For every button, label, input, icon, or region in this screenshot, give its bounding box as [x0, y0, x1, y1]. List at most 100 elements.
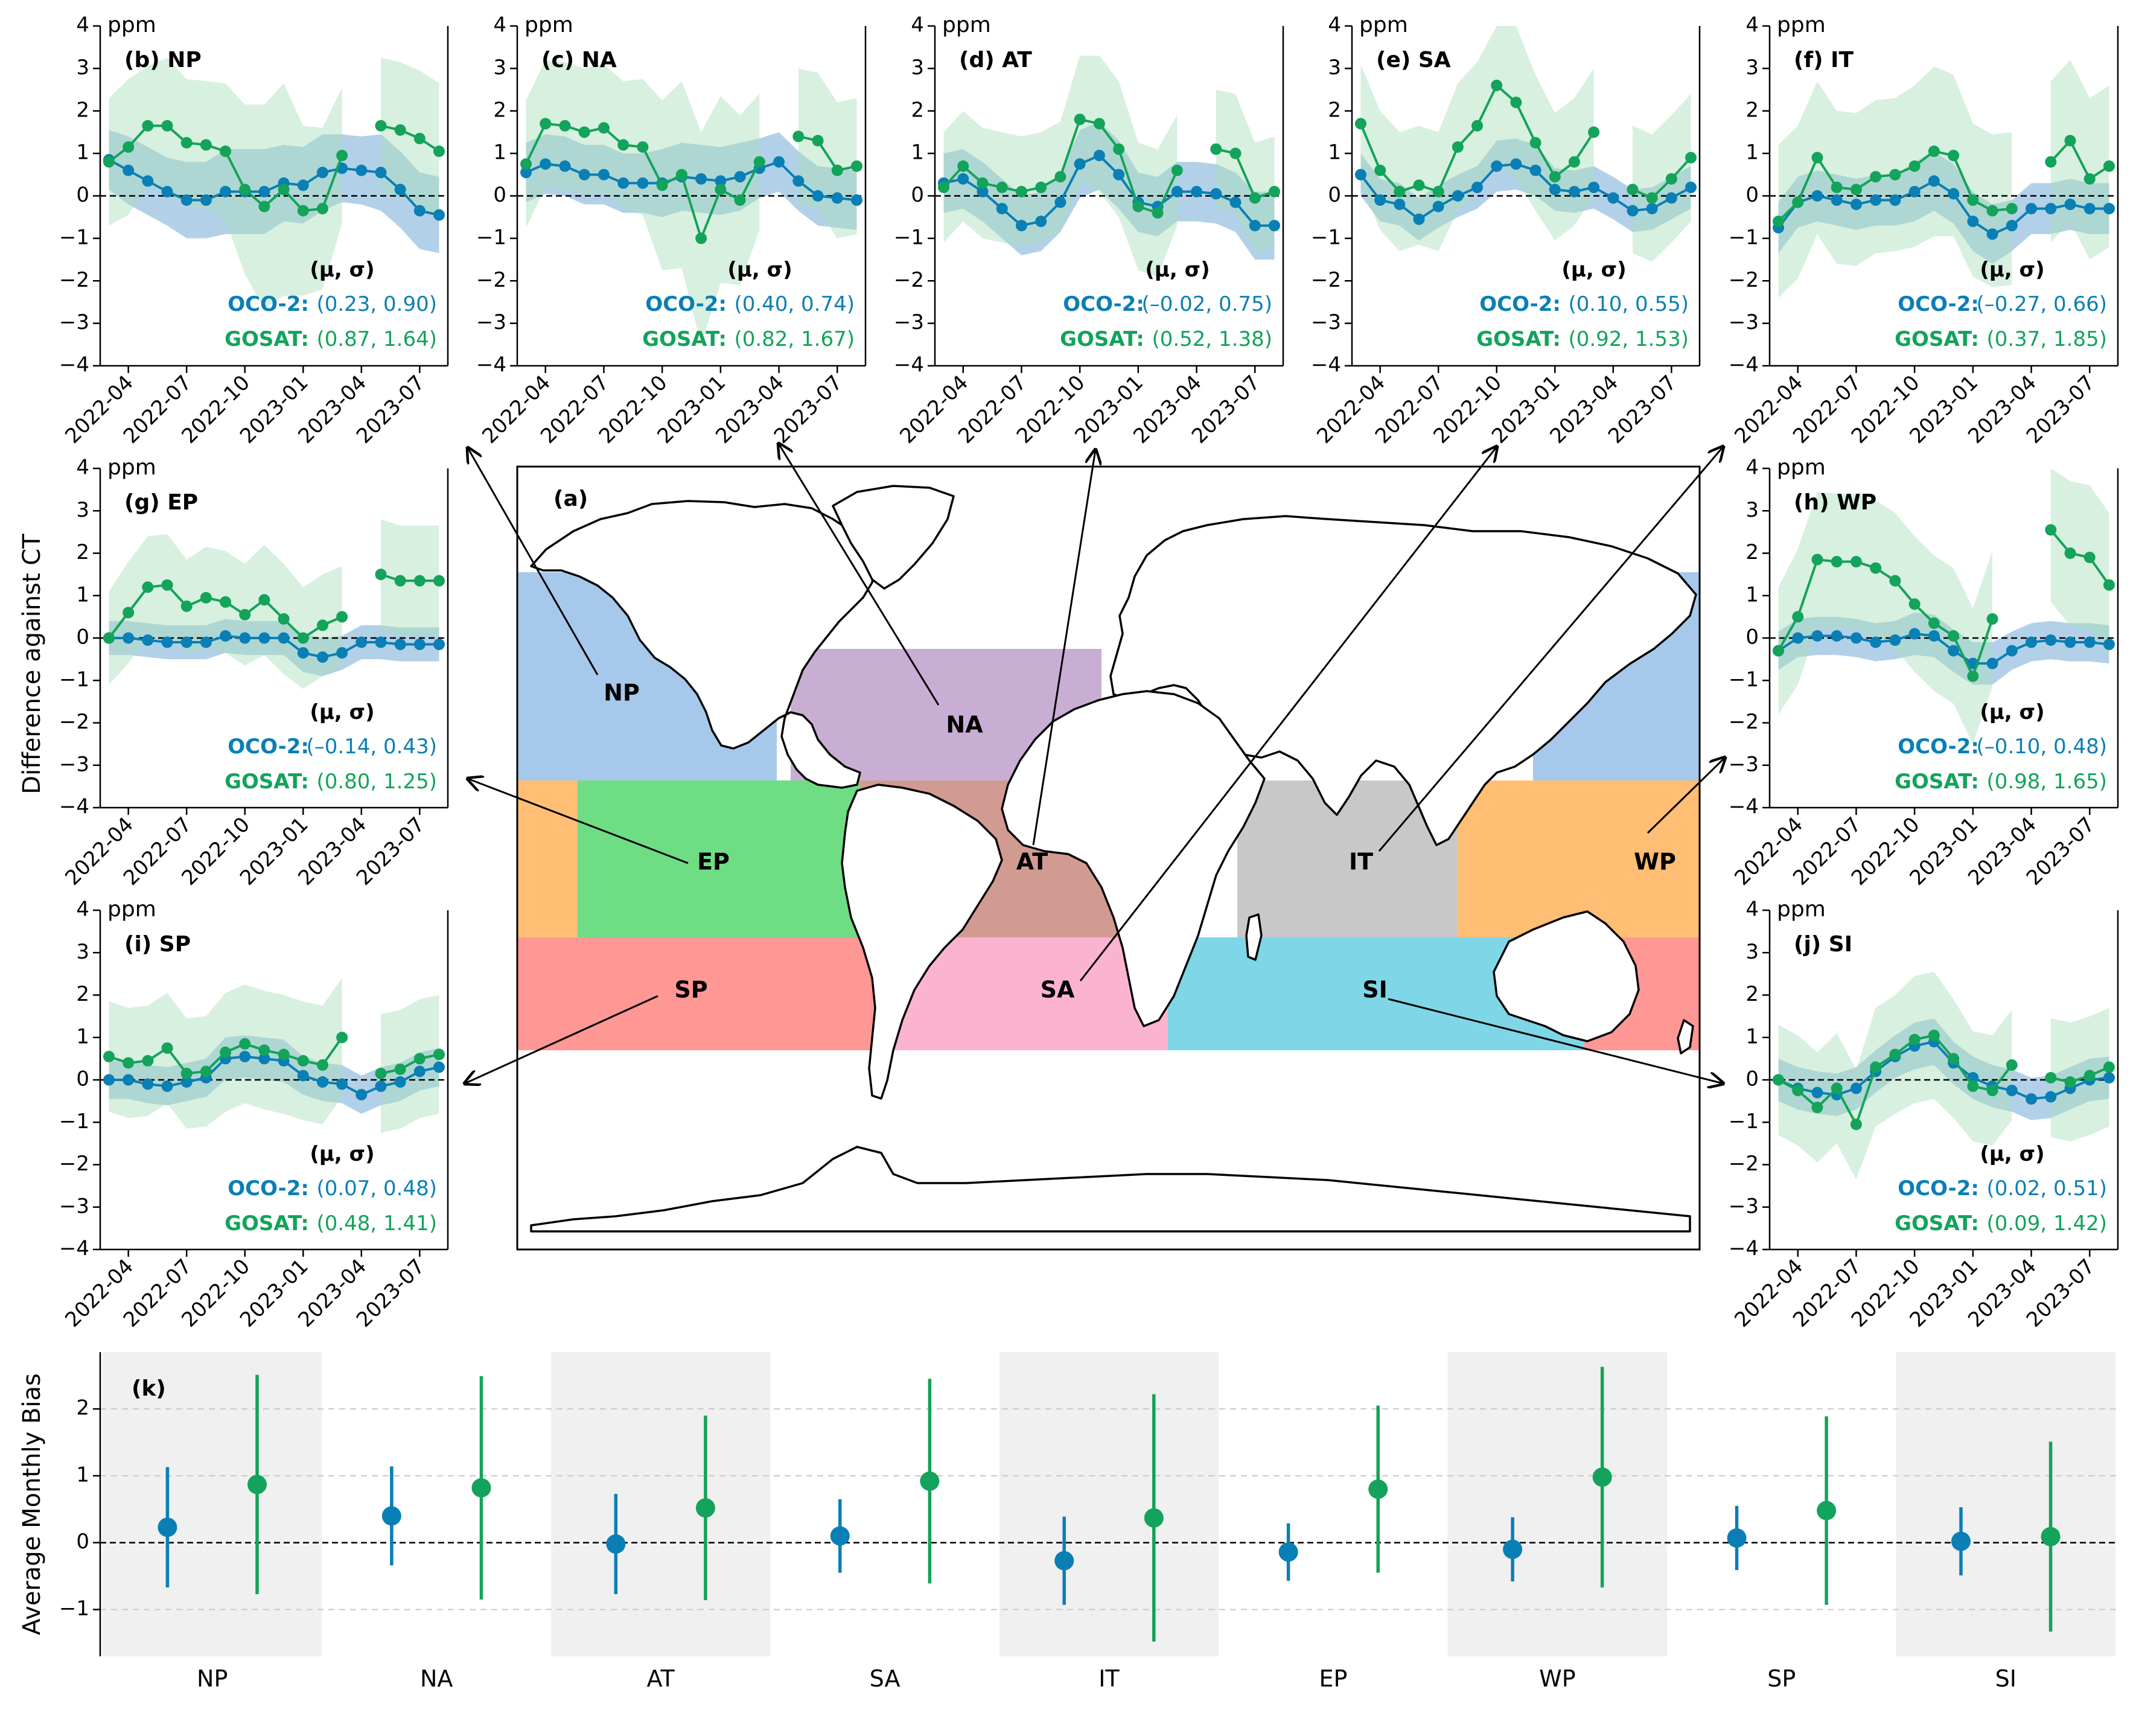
point-oco-2-2023-05: [375, 1080, 387, 1093]
point-oco-2-2022-03: [1354, 168, 1366, 180]
point-gosat-2023-07: [413, 132, 426, 144]
band-gosat-0: [943, 56, 1178, 277]
point-oco-2-2023-04: [1191, 185, 1203, 197]
y-tick-label-0: 0: [1745, 183, 1759, 207]
y-tick-label--1: −1: [59, 1109, 89, 1134]
arrow-wp: [1646, 758, 1725, 834]
point-gosat-2023-02: [316, 1059, 328, 1071]
point-gosat-2023-08: [2103, 160, 2115, 172]
oco2-stats-label: OCO-2:: [1898, 735, 1979, 759]
point-oco-2-2022-06: [1831, 630, 1843, 642]
line-gosat-1: [2050, 1066, 2110, 1083]
point-gosat-2022-12: [1948, 630, 1960, 642]
point-oco-2-2022-05: [1394, 199, 1406, 211]
point-gosat-2022-08: [1452, 141, 1464, 153]
gosat-stats-label: GOSAT:: [1060, 327, 1144, 351]
point-gosat-2022-10: [239, 1038, 251, 1050]
point-gosat-2023-06: [394, 124, 406, 136]
panel-title: (b) NP: [124, 48, 202, 72]
point-oco-2-2022-10: [239, 1050, 251, 1062]
point-oco-2-2022-09: [1889, 634, 1901, 646]
y-tick-label-0: 0: [1745, 625, 1759, 649]
point-gosat-2022-05: [1811, 1102, 1823, 1114]
point-oco-2-2022-10: [239, 632, 251, 644]
y-tick-label-3: 3: [76, 498, 89, 522]
point-gosat-2023-03: [1588, 126, 1600, 138]
point-oco-2-2023-05: [375, 167, 387, 179]
point-gosat-2022-09: [1889, 575, 1901, 587]
map-label-si: SI: [1362, 977, 1388, 1003]
point-oco-2-2023-04: [355, 636, 368, 648]
point-oco-2-2023-02: [1986, 228, 1998, 240]
new-zealand-land: [1677, 1019, 1694, 1055]
point-gosat-2023-08: [1268, 185, 1280, 197]
y-tick-label--1: −1: [1311, 225, 1341, 249]
panel-h: −4−3−2−1012342022-042022-072022-102023-0…: [1729, 455, 2119, 890]
point-oco-2-2022-07: [598, 168, 610, 180]
gosat-stats-value: (0.92, 1.53): [1568, 327, 1689, 351]
y-tick-label--4: −4: [1729, 353, 1759, 377]
panel-f: −4−3−2−1012342022-042022-072022-102023-0…: [1729, 13, 2119, 448]
x-label-sp: SP: [1767, 1665, 1796, 1692]
gosat-stats-label: GOSAT:: [225, 1211, 309, 1236]
point-oco-2-2022-12: [1529, 164, 1541, 176]
point-oco-2-2022-08: [200, 636, 212, 648]
point-oco-2-2022-06: [161, 185, 173, 197]
point-oco-2-2023-01: [1549, 183, 1561, 196]
y-tick-label--3: −3: [59, 310, 89, 334]
y-tick-label-2: 2: [76, 1396, 89, 1420]
y-tick-label--4: −4: [894, 353, 924, 377]
y-tick-label--4: −4: [1729, 1237, 1759, 1261]
map-callout-arrows: [465, 444, 1725, 1083]
panel-d: −4−3−2−1012342022-042022-072022-102023-0…: [894, 13, 1284, 448]
point-oco-2-2022-07: [180, 1076, 193, 1088]
point-oco-2-2022-05: [142, 175, 154, 187]
gosat-stats-value: (0.48, 1.41): [316, 1211, 437, 1236]
point-oco-2-2022-08: [1452, 190, 1464, 202]
y-tick-label--1: −1: [894, 225, 924, 249]
shared-y-axis-label: Difference against CT: [18, 534, 46, 794]
point-gosat-2023-07: [1665, 173, 1677, 185]
point-gosat-2022-09: [220, 145, 232, 158]
point-oco-2-2023-03: [336, 647, 348, 659]
oco2-stats-value: (–0.10, 0.48): [1976, 735, 2107, 759]
point-oco-2-2023-08: [2103, 1071, 2115, 1083]
map-region-labels: NP NA AT SA IT EP WP SP SI: [604, 680, 1676, 1003]
point-gosat-2023-02: [316, 619, 328, 631]
y-tick-label--1: −1: [1729, 1109, 1759, 1134]
gosat-stats-label: GOSAT:: [642, 327, 727, 351]
x-label-ep: EP: [1319, 1665, 1347, 1692]
point-gosat-2022-04: [1792, 196, 1804, 208]
point-oco-2-2022-11: [258, 1053, 270, 1065]
point-oco-2-2023-08: [2103, 203, 2115, 215]
band-oco-2-0: [1778, 612, 2109, 685]
band-oco-2-0: [1778, 151, 2109, 264]
point-gosat-2023-07: [2083, 552, 2096, 564]
point-gosat-2022-09: [637, 141, 649, 153]
y-tick-label-0: 0: [76, 1067, 89, 1091]
point-oco-2-2022-11: [258, 185, 270, 197]
y-tick-label-1: 1: [1328, 141, 1341, 165]
point-oco-2-2022-06: [1831, 194, 1843, 206]
y-tick-label-3: 3: [1328, 56, 1341, 80]
y-tick-label--3: −3: [1729, 1194, 1759, 1218]
point-gosat-2022-07: [1432, 185, 1444, 197]
north-america-land: [530, 500, 876, 789]
point-oco-2-2023-03: [2006, 220, 2018, 232]
point-oco-2-it: [1054, 1551, 1074, 1571]
y-tick-label--2: −2: [1311, 268, 1341, 292]
point-oco-2-at: [606, 1534, 626, 1554]
y-tick-label-2: 2: [1745, 540, 1759, 564]
point-gosat-2022-04: [957, 160, 969, 172]
y-tick-label-0: 0: [1328, 183, 1341, 207]
line-gosat-1: [1216, 148, 1275, 200]
arrow-sa: [1079, 447, 1497, 981]
point-oco-2-2022-05: [1811, 1087, 1823, 1099]
point-oco-2-2023-07: [413, 205, 426, 217]
point-oco-2-2022-04: [123, 632, 135, 644]
point-gosat-2023-07: [2083, 173, 2096, 185]
stats-header: (μ, σ): [1980, 258, 2044, 282]
point-oco-2-2022-12: [1113, 168, 1125, 180]
y-tick-label--4: −4: [476, 353, 506, 377]
point-gosat-2022-06: [578, 126, 590, 138]
